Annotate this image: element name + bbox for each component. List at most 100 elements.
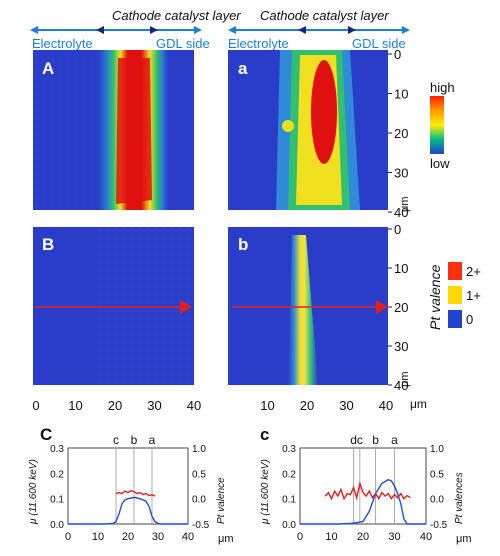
map-y-tick-label-top: 20	[394, 126, 408, 141]
marker-label: b	[372, 433, 379, 447]
panel-label-B: B	[42, 235, 54, 254]
x-axis-label: μm	[218, 533, 234, 545]
header-right-gdl: GDL side	[352, 36, 406, 51]
colorbar-top-gradient	[430, 96, 444, 154]
x-tick-label: 0	[65, 531, 71, 543]
colorbar-high-label: high	[430, 80, 455, 95]
series-valence-line	[115, 489, 156, 497]
map-x-tick-label-right: 10	[260, 398, 274, 413]
map-x-ticks-left: 0 10 20 30 40	[32, 398, 201, 413]
map-b-arrowhead	[376, 300, 388, 314]
valence-label-0: 0	[466, 312, 473, 327]
map-x-tick-label-right: 30	[339, 398, 353, 413]
valence-swatch-1plus	[448, 286, 462, 304]
marker-label: c	[357, 433, 363, 447]
map-a-spot	[282, 120, 294, 132]
panel-label-A: A	[42, 59, 54, 78]
y-right-tick-label: 0.5	[192, 469, 206, 480]
x-tick-label: 10	[325, 531, 337, 543]
marker-label: d	[350, 433, 357, 447]
map-x-tick-label-left: 0	[32, 398, 39, 413]
map-x-tick-label-left: 30	[147, 398, 161, 413]
map-y-ticks-top: 0 10 20 30 40	[388, 47, 408, 220]
header-left-inner-arrow-right	[150, 26, 158, 34]
header-left-arrow-right	[194, 26, 202, 34]
y-left-tick-label: 0.0	[282, 520, 296, 531]
map-B: B	[33, 227, 194, 385]
header-left: Cathode catalyst layer Electrolyte GDL s…	[30, 8, 241, 51]
colorbar-low-label: low	[430, 156, 450, 171]
plot-C: c b a 0.3 0.2 0.1 0.0 1.0 0.5 0.0 -0.5 0 10 20 30 40 μ (…	[28, 433, 234, 545]
map-b: b	[228, 227, 388, 385]
valence-swatch-2plus	[448, 262, 462, 280]
header-left-electrolyte: Electrolyte	[32, 36, 93, 51]
y-left-tick-label: 0.2	[50, 469, 64, 480]
marker-label: a	[391, 433, 398, 447]
header-left-arrow-left	[30, 26, 38, 34]
map-b-band	[288, 235, 318, 385]
map-y-tick-label-top: 40	[394, 205, 408, 220]
x-tick-label: 0	[297, 531, 303, 543]
y-right-tick-label: 0.0	[192, 495, 206, 506]
marker-label: a	[149, 433, 156, 447]
x-tick-label: 30	[388, 531, 400, 543]
header-right-arrow-left	[228, 26, 236, 34]
colorbar-top: high low	[430, 80, 455, 171]
map-y-tick-label-top: 10	[394, 87, 408, 102]
map-y-tick-label-mid: 0	[394, 222, 401, 237]
map-A-texture	[33, 50, 103, 210]
x-tick-label: 20	[357, 531, 369, 543]
series-mu-line	[300, 478, 426, 525]
valence-label-2plus: 2+	[466, 264, 481, 279]
header-left-inner-arrow-left	[96, 26, 104, 34]
header-right: Cathode catalyst layer Electrolyte GDL s…	[228, 8, 410, 51]
header-right-inner-arrow-right	[348, 26, 356, 34]
y-right-tick-label: 1.0	[430, 444, 444, 455]
panel-label-b: b	[238, 235, 248, 254]
x-axis-label: μm	[456, 533, 472, 545]
y-right-axis-label: Pt valences	[454, 472, 465, 524]
series-valence-line	[324, 480, 411, 501]
colorbar-valence: Pt valence 2+ 1+ 0	[427, 262, 481, 330]
micron-label-mid: μm	[399, 371, 411, 387]
y-right-tick-label: 1.0	[192, 444, 206, 455]
panel-label-C: C	[40, 425, 52, 444]
map-a: a	[228, 50, 388, 210]
map-x-tick-label-left: 10	[68, 398, 82, 413]
micron-label-top: μm	[399, 196, 411, 212]
map-x-ticks-right: 10 20 30 40	[260, 398, 393, 413]
y-left-tick-label: 0.0	[50, 520, 64, 531]
y-right-tick-label: -0.5	[192, 520, 210, 531]
y-left-tick-label: 0.1	[282, 495, 296, 506]
micron-label-bottom-maps: μm	[410, 397, 427, 411]
map-y-tick-label-top: 0	[394, 47, 401, 62]
x-tick-label: 10	[92, 531, 104, 543]
y-left-tick-label: 0.3	[50, 444, 64, 455]
map-B-arrowhead	[180, 300, 192, 314]
x-tick-label: 30	[152, 531, 164, 543]
map-y-tick-label-mid: 30	[394, 339, 408, 354]
plot-frame	[67, 447, 189, 525]
map-x-tick-label-right: 20	[300, 398, 314, 413]
valence-label-1plus: 1+	[466, 288, 481, 303]
y-right-tick-label: 0.5	[430, 469, 444, 480]
y-right-tick-label: -0.5	[430, 520, 448, 531]
map-A: A	[33, 50, 194, 210]
valence-title: Pt valence	[427, 264, 443, 330]
header-right-electrolyte: Electrolyte	[228, 36, 289, 51]
y-left-tick-label: 0.3	[282, 444, 296, 455]
map-a-core	[311, 60, 337, 164]
map-A-core	[116, 58, 152, 204]
map-y-tick-label-mid: 20	[394, 300, 408, 315]
valence-swatch-0	[448, 310, 462, 328]
x-tick-label: 40	[182, 531, 194, 543]
marker-label: c	[113, 433, 119, 447]
y-left-axis-label: μ (11.600 keV)	[260, 459, 271, 525]
map-x-tick-label-right: 40	[379, 398, 393, 413]
header-left-gdl: GDL side	[156, 36, 210, 51]
header-right-title: Cathode catalyst layer	[260, 8, 389, 23]
x-tick-label: 20	[122, 531, 134, 543]
header-right-arrow-right	[402, 26, 410, 34]
